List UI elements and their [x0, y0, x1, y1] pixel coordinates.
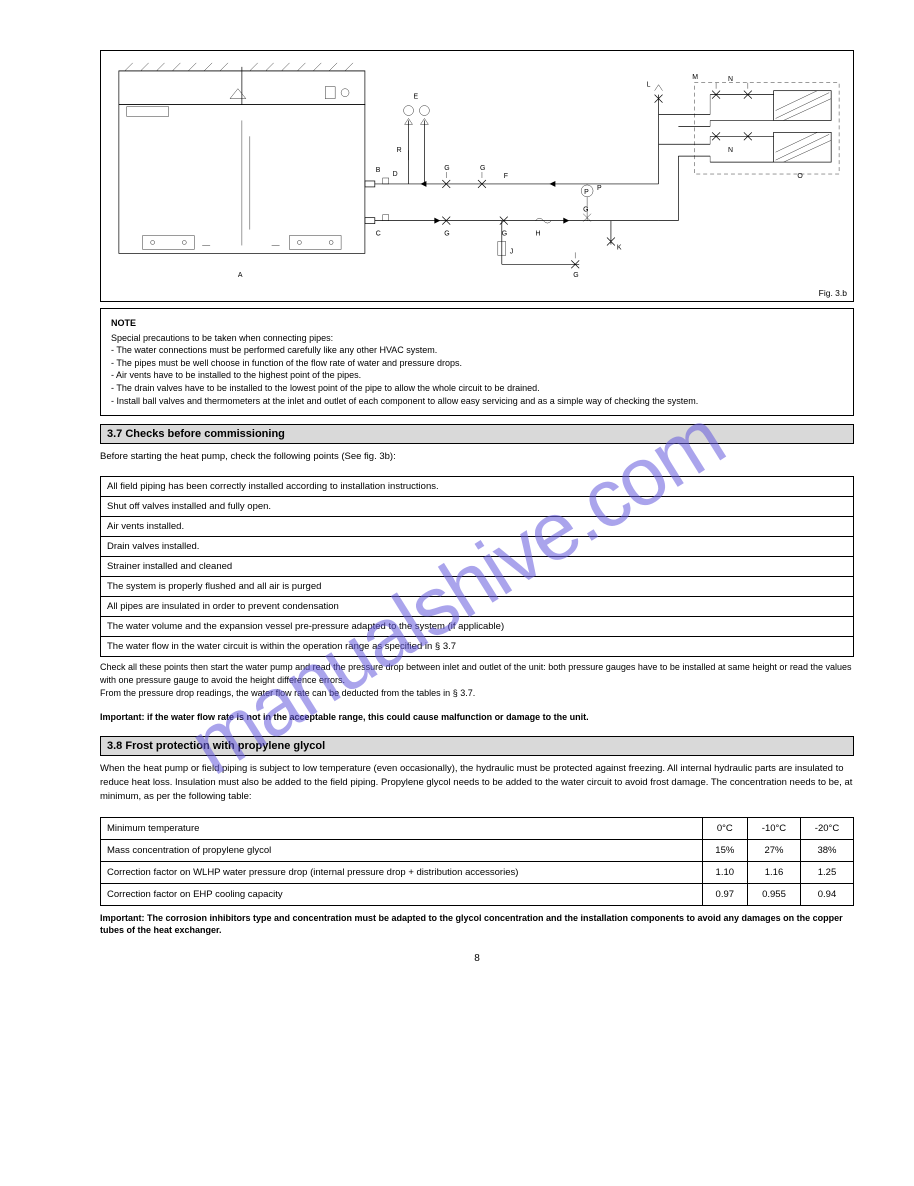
note-item: - Air vents have to be installed to the … — [111, 369, 843, 382]
lbl-r: R — [397, 147, 402, 154]
lbl-g6: G — [583, 207, 588, 214]
gt-h3: -20°C — [800, 817, 853, 839]
checklist-item: Shut off valves installed and fully open… — [101, 497, 854, 517]
checklist-item: All field piping has been correctly inst… — [101, 477, 854, 497]
lbl-g5: G — [573, 272, 578, 279]
lbl-c: C — [376, 231, 381, 238]
gt-r0c3: 38% — [800, 839, 853, 861]
gt-r1c2: 1.16 — [747, 861, 800, 883]
glycol-note: Important: The corrosion inhibitors type… — [100, 912, 854, 937]
lbl-n1: N — [728, 76, 733, 83]
gt-r2c0: Correction factor on EHP cooling capacit… — [101, 883, 703, 905]
check-note-2: Important: if the water flow rate is not… — [100, 711, 854, 724]
checklist-item: The water flow in the water circuit is w… — [101, 637, 854, 657]
lbl-a: A — [238, 272, 243, 279]
lbl-g4: G — [502, 231, 507, 238]
checklist-item: The system is properly flushed and all a… — [101, 577, 854, 597]
page-number: 8 — [100, 953, 854, 964]
gt-r2c2: 0.955 — [747, 883, 800, 905]
gt-r0c1: 15% — [702, 839, 747, 861]
checks-header: 3.7 Checks before commissioning — [100, 424, 854, 444]
gt-r2c3: 0.94 — [800, 883, 853, 905]
lbl-d: D — [393, 171, 398, 178]
lbl-n2: N — [728, 147, 733, 154]
lbl-k: K — [617, 244, 622, 251]
note-item: - The pipes must be well choose in funct… — [111, 357, 843, 370]
note-item: - The drain valves have to be installed … — [111, 382, 843, 395]
checklist-table: All field piping has been correctly inst… — [100, 476, 854, 657]
lbl-h: H — [536, 231, 541, 238]
lbl-b: B — [376, 167, 381, 174]
checklist-item: Strainer installed and cleaned — [101, 557, 854, 577]
check-note-1: Check all these points then start the wa… — [100, 661, 854, 699]
gt-r0c0: Mass concentration of propylene glycol — [101, 839, 703, 861]
gt-h1: 0°C — [702, 817, 747, 839]
lbl-g1: G — [444, 165, 449, 172]
gt-r2c1: 0.97 — [702, 883, 747, 905]
gt-h2: -10°C — [747, 817, 800, 839]
gt-h0: Minimum temperature — [101, 817, 703, 839]
piping-diagram: P — [100, 50, 854, 302]
note-item: - The water connections must be performe… — [111, 344, 843, 357]
gt-r0c2: 27% — [747, 839, 800, 861]
lbl-o: O — [797, 173, 803, 180]
lbl-m: M — [692, 74, 698, 81]
diagram-svg: P — [101, 51, 853, 301]
lbl-e: E — [414, 94, 419, 101]
note-title: Special precautions to be taken when con… — [111, 333, 333, 343]
glycol-table: Minimum temperature 0°C -10°C -20°C Mass… — [100, 817, 854, 906]
note-box: NOTE Special precautions to be taken whe… — [100, 308, 854, 416]
lbl-g3: G — [444, 231, 449, 238]
figure-caption: Fig. 3.b — [819, 288, 847, 298]
page-content: P — [0, 0, 914, 994]
lbl-p: P — [597, 185, 602, 192]
glycol-header: 3.8 Frost protection with propylene glyc… — [100, 736, 854, 756]
gt-r1c0: Correction factor on WLHP water pressure… — [101, 861, 703, 883]
checklist-item: The water volume and the expansion vesse… — [101, 617, 854, 637]
gt-r1c3: 1.25 — [800, 861, 853, 883]
lbl-f: F — [504, 173, 508, 180]
lbl-g2: G — [480, 165, 485, 172]
lbl-j: J — [510, 248, 513, 255]
svg-text:P: P — [584, 189, 589, 196]
checks-intro: Before starting the heat pump, check the… — [100, 448, 854, 466]
note-label: NOTE — [111, 317, 843, 330]
glycol-intro: When the heat pump or field piping is su… — [100, 760, 854, 807]
checklist-item: Drain valves installed. — [101, 537, 854, 557]
checklist-item: All pipes are insulated in order to prev… — [101, 597, 854, 617]
gt-r1c1: 1.10 — [702, 861, 747, 883]
note-item: - Install ball valves and thermometers a… — [111, 395, 843, 408]
lbl-l: L — [647, 82, 651, 89]
checklist-item: Air vents installed. — [101, 517, 854, 537]
